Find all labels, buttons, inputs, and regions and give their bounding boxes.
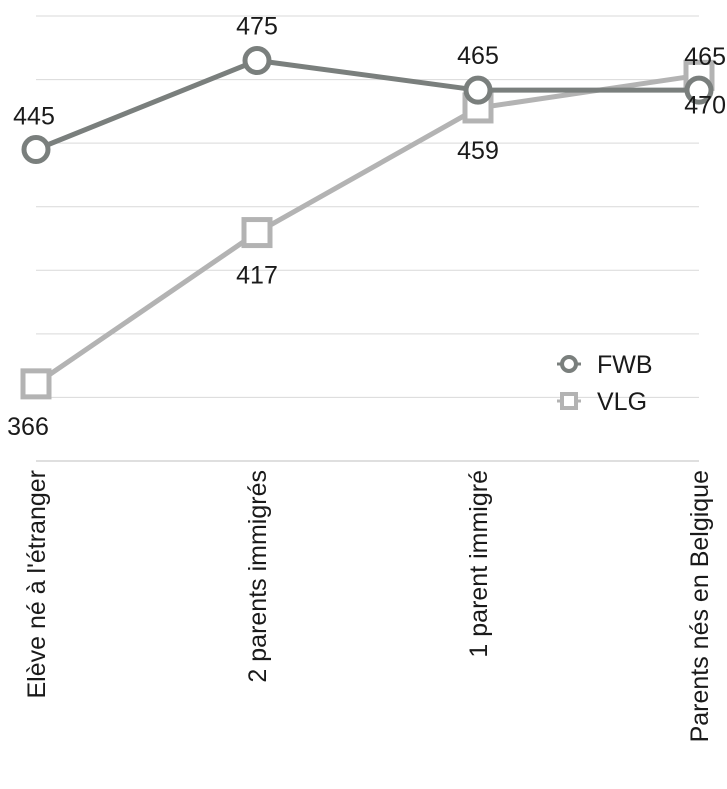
x-tick-label: Parents nés en Belgique bbox=[686, 470, 714, 742]
legend-fwb-label: FWB bbox=[597, 351, 653, 379]
data-label-vlg: 366 bbox=[7, 413, 49, 441]
data-label-fwb: 465 bbox=[457, 42, 499, 70]
series-line-fwb bbox=[35, 58, 699, 152]
legend-vlg-label: VLG bbox=[597, 388, 647, 416]
x-tick-label: 2 parents immigrés bbox=[244, 470, 272, 683]
point-fwb bbox=[463, 75, 493, 105]
data-label-fwb: 475 bbox=[236, 13, 278, 41]
data-label-fwb: 445 bbox=[13, 103, 55, 131]
legend-fwb-marker bbox=[560, 355, 578, 373]
x-tick-label: 1 parent immigré bbox=[465, 470, 493, 658]
data-labels: 445 475 465 465 366 417 459 470 bbox=[7, 13, 726, 441]
point-fwb bbox=[684, 75, 714, 105]
point-vlg bbox=[241, 217, 273, 249]
legend: FWB VLG bbox=[557, 351, 653, 416]
data-label-vlg: 470 bbox=[684, 91, 726, 119]
series bbox=[20, 46, 715, 400]
data-label-vlg: 417 bbox=[236, 262, 278, 290]
gridlines bbox=[36, 15, 699, 462]
series-line-vlg bbox=[34, 72, 700, 386]
data-label-vlg: 459 bbox=[457, 137, 499, 165]
legend-vlg-marker bbox=[560, 392, 578, 410]
point-vlg bbox=[20, 368, 52, 400]
point-fwb bbox=[242, 46, 272, 75]
data-label-fwb: 465 bbox=[684, 43, 726, 71]
x-tick-labels: Elève né à l'étranger 2 parents immigrés 1… bbox=[23, 470, 714, 742]
x-tick-label: Elève né à l'étranger bbox=[23, 470, 51, 699]
point-fwb bbox=[21, 135, 51, 164]
